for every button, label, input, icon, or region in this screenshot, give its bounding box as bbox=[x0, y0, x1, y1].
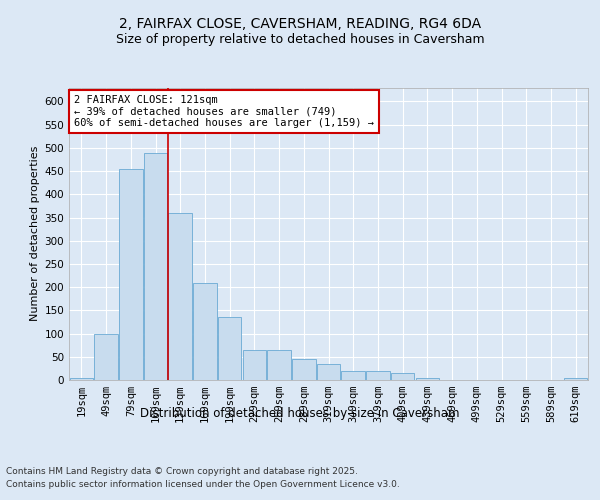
Bar bbox=[218, 318, 241, 380]
Text: Contains public sector information licensed under the Open Government Licence v3: Contains public sector information licen… bbox=[6, 480, 400, 489]
Bar bbox=[242, 350, 266, 380]
Bar bbox=[169, 213, 192, 380]
Bar bbox=[341, 370, 365, 380]
Text: 2 FAIRFAX CLOSE: 121sqm
← 39% of detached houses are smaller (749)
60% of semi-d: 2 FAIRFAX CLOSE: 121sqm ← 39% of detache… bbox=[74, 95, 374, 128]
Bar bbox=[193, 282, 217, 380]
Bar bbox=[268, 350, 291, 380]
Bar bbox=[94, 334, 118, 380]
Bar bbox=[119, 169, 143, 380]
Text: Distribution of detached houses by size in Caversham: Distribution of detached houses by size … bbox=[140, 408, 460, 420]
Bar bbox=[144, 152, 167, 380]
Bar bbox=[292, 359, 316, 380]
Bar bbox=[564, 378, 587, 380]
Bar bbox=[317, 364, 340, 380]
Text: Size of property relative to detached houses in Caversham: Size of property relative to detached ho… bbox=[116, 32, 484, 46]
Bar bbox=[70, 378, 93, 380]
Bar bbox=[366, 370, 389, 380]
Y-axis label: Number of detached properties: Number of detached properties bbox=[30, 146, 40, 322]
Text: Contains HM Land Registry data © Crown copyright and database right 2025.: Contains HM Land Registry data © Crown c… bbox=[6, 468, 358, 476]
Bar bbox=[391, 373, 415, 380]
Text: 2, FAIRFAX CLOSE, CAVERSHAM, READING, RG4 6DA: 2, FAIRFAX CLOSE, CAVERSHAM, READING, RG… bbox=[119, 18, 481, 32]
Bar bbox=[416, 378, 439, 380]
